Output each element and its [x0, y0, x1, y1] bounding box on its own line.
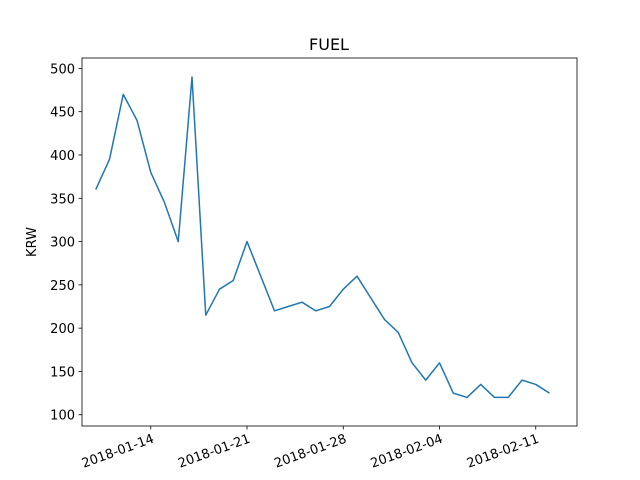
- chart-title: FUEL: [309, 35, 349, 54]
- y-tick-label: 400: [50, 149, 75, 164]
- y-tick-label: 300: [50, 236, 75, 251]
- y-tick-label: 500: [50, 62, 75, 77]
- y-tick-label: 250: [50, 279, 75, 294]
- y-axis-label: KRW: [25, 227, 40, 257]
- y-tick-label: 450: [50, 106, 75, 121]
- data-line: [95, 76, 550, 399]
- plot-frame: [81, 57, 578, 427]
- y-tick-label: 150: [50, 365, 75, 380]
- y-tick-label: 100: [50, 409, 75, 424]
- y-tick-label: 350: [50, 192, 75, 207]
- y-tick-label: 200: [50, 322, 75, 337]
